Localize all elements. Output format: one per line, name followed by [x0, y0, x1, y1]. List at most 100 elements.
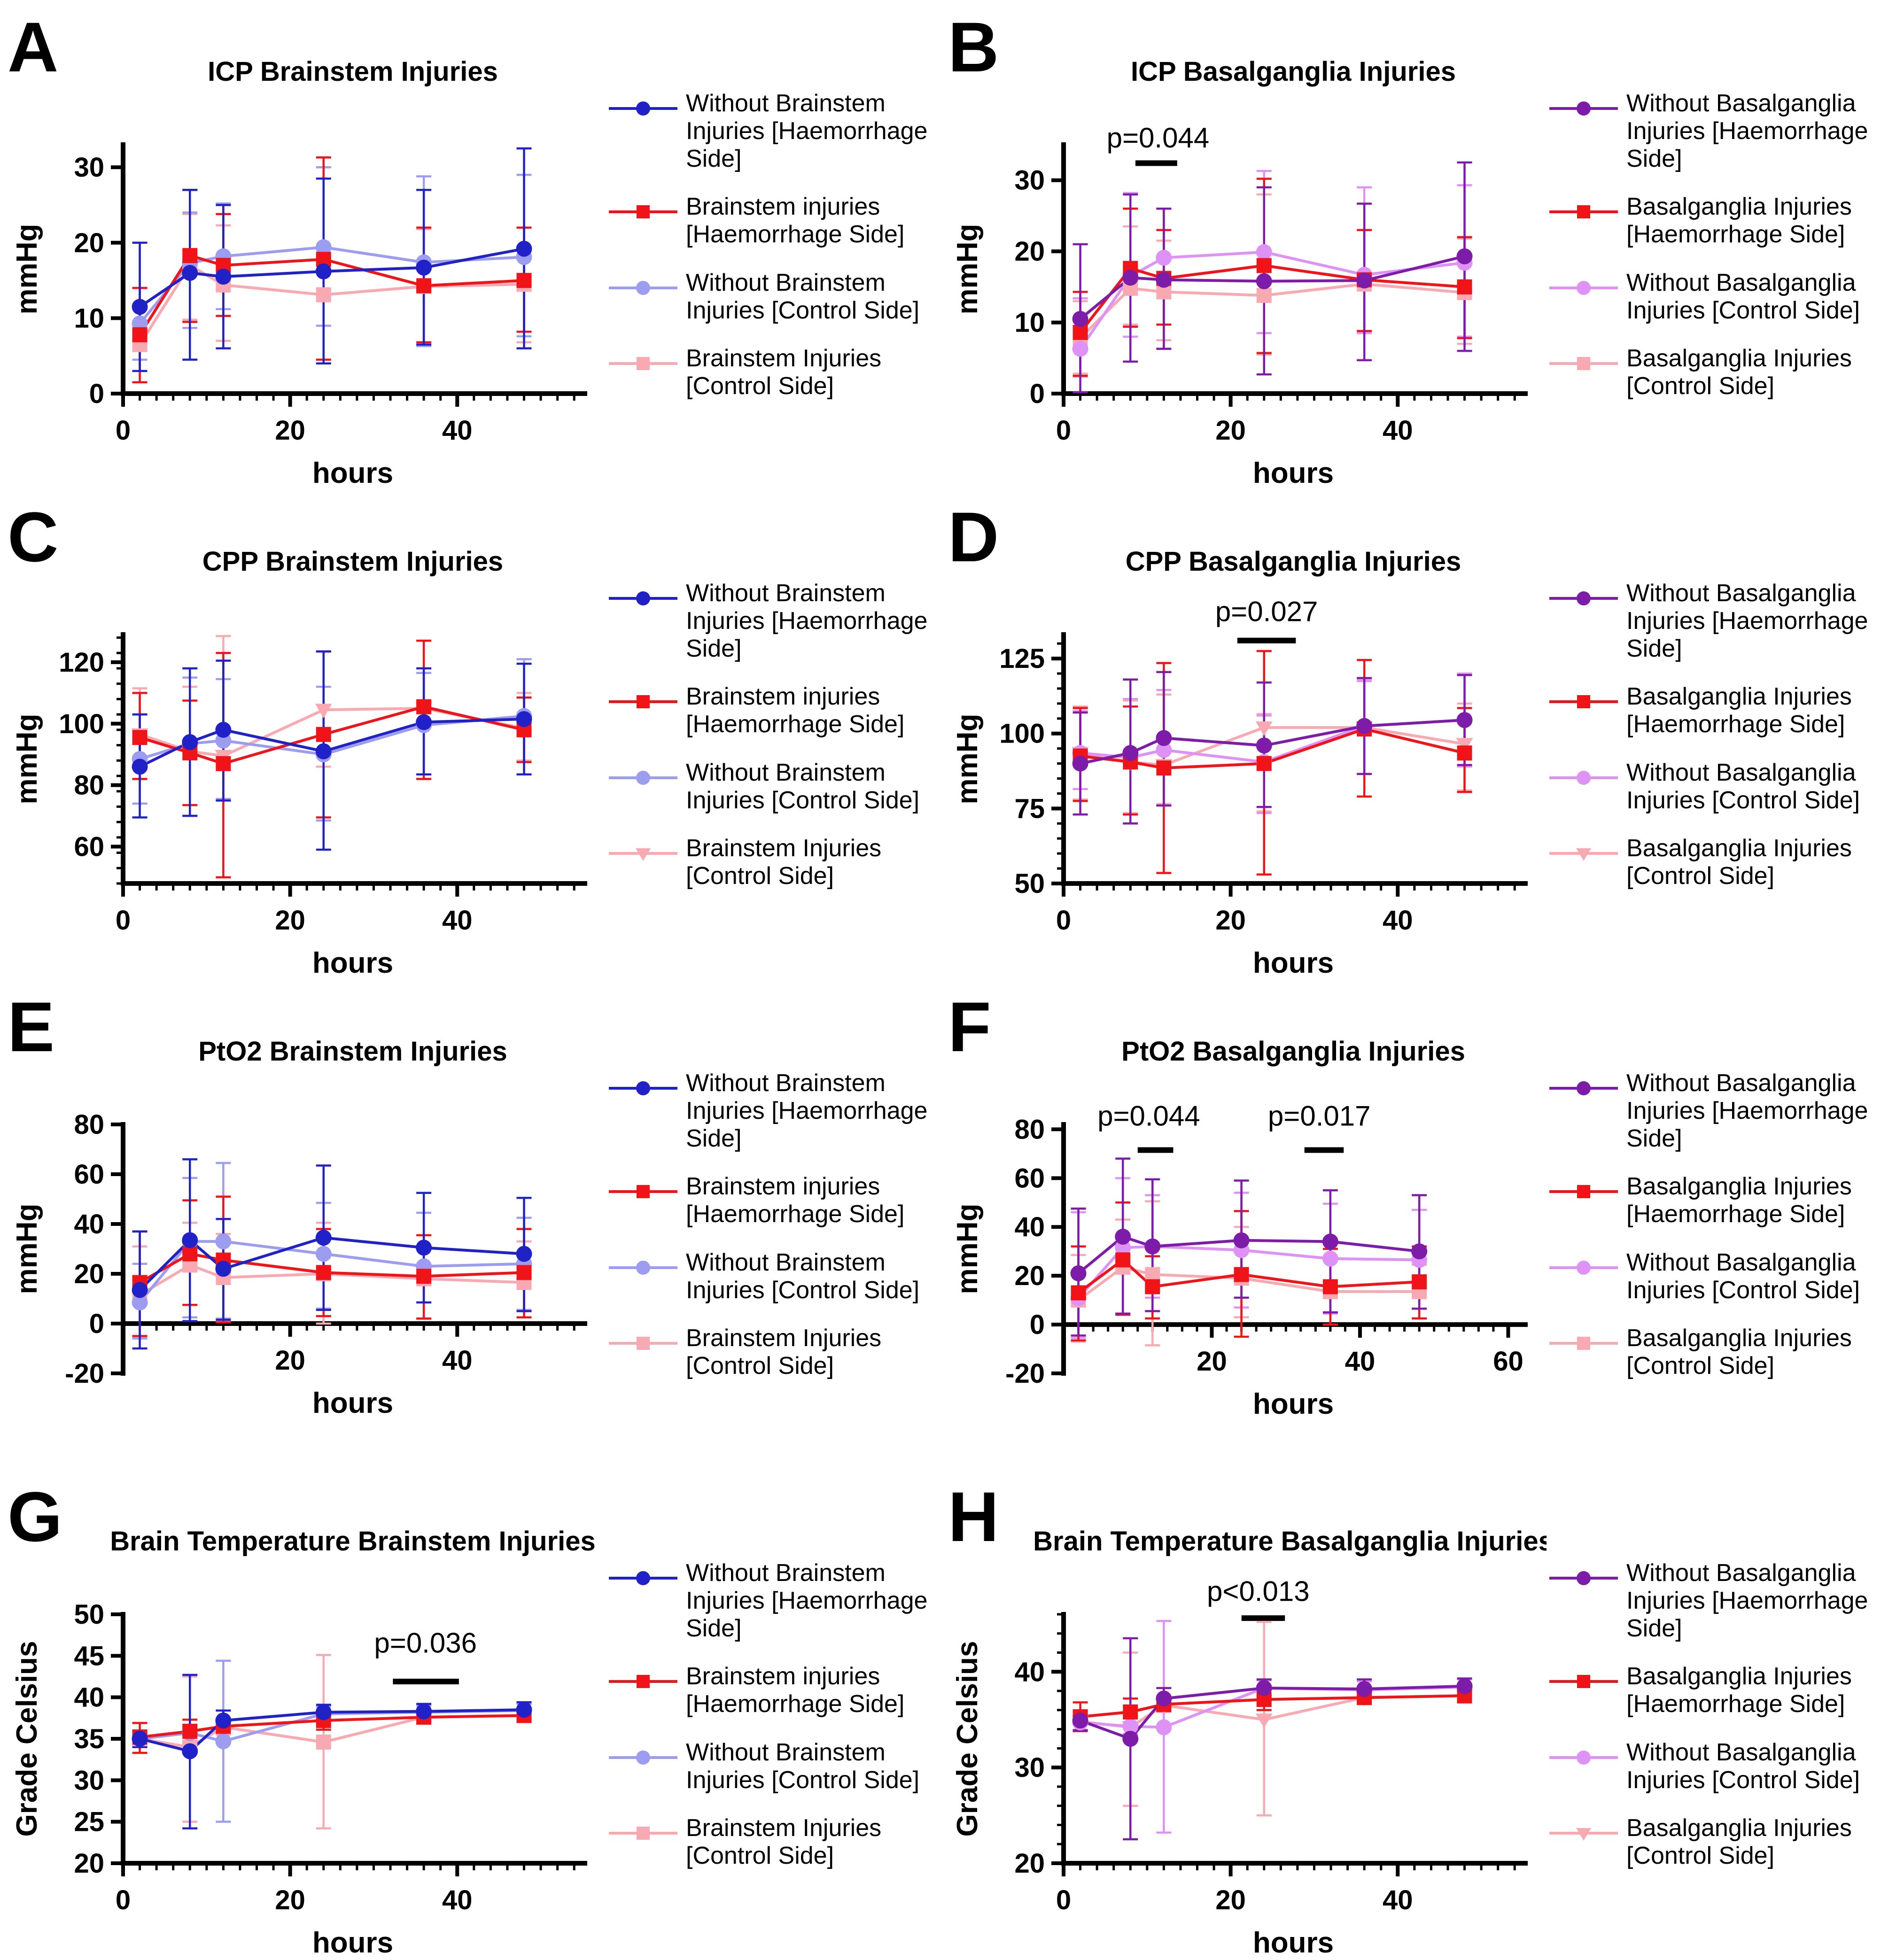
chart-icp-brainstem: A ICP Brainstem Injuries mmHg 0 10 20 30 0 20 40 h…	[8, 8, 587, 489]
panel-letter: D	[948, 497, 999, 576]
square-marker-icon	[1549, 357, 1618, 371]
legend-item-label: Brainstem injuries [Haemorrhage Side]	[686, 193, 905, 248]
y-tick-label: -20	[1005, 1358, 1045, 1389]
panel-A: A ICP Brainstem Injuries mmHg 0 10 20 30 0 20 40 h…	[0, 0, 940, 490]
chart-title: CPP Brainstem Injuries	[202, 546, 503, 577]
data-point-circle	[1577, 280, 1591, 295]
data-point-circle	[1256, 1680, 1272, 1696]
legend-item-label: Without Basalganglia Injuries [Haemorrha…	[1626, 580, 1868, 662]
data-point-circle	[516, 240, 532, 257]
series-markers	[1072, 712, 1473, 772]
data-point-circle	[132, 1731, 148, 1747]
data-point-square	[316, 287, 331, 302]
data-point-square	[1322, 1279, 1338, 1294]
x-tick-label: 40	[442, 1345, 473, 1376]
data-point-circle	[1072, 341, 1088, 357]
data-point-circle	[636, 1260, 650, 1275]
legend-item: Brainstem injuries [Haemorrhage Side]	[608, 1173, 928, 1228]
legend-item-label: Without Basalganglia Injuries [Control S…	[1626, 269, 1860, 324]
legend-item-label: Without Brainstem Injuries [Haemorrhage …	[686, 90, 928, 172]
y-axis-label: mmHg	[951, 714, 984, 805]
square-marker-icon	[609, 1337, 677, 1350]
data-point-square	[416, 1269, 432, 1284]
chart-title: CPP Basalganglia Injuries	[1126, 546, 1461, 577]
circle-marker-icon	[609, 770, 677, 785]
legend-item-label: Without Brainstem Injuries [Control Side…	[686, 1248, 920, 1304]
legend-item-label: Basalganglia Injuries [Haemorrhage Side]	[1626, 683, 1852, 738]
circle-marker-icon	[609, 1750, 677, 1765]
x-tick-label: 0	[116, 415, 131, 446]
series-line	[139, 1252, 524, 1284]
square-marker-icon	[1549, 1337, 1618, 1350]
data-point-square	[316, 1735, 331, 1750]
series-markers	[132, 1230, 532, 1298]
legend-item: Without Basalganglia Injuries [Haemorrha…	[1548, 1069, 1869, 1152]
legend-item: Without Basalganglia Injuries [Haemorrha…	[1548, 90, 1869, 172]
legend-item: Without Brainstem Injuries [Haemorrhage …	[608, 1559, 928, 1642]
panel-letter: A	[8, 8, 58, 86]
legend-item-label: Without Basalganglia Injuries [Haemorrha…	[1626, 90, 1868, 172]
significance-bar	[1237, 637, 1296, 643]
legend-item-label: Without Brainstem Injuries [Haemorrhage …	[686, 1069, 928, 1152]
legend-item: Basalganglia Injuries [Haemorrhage Side]	[1548, 683, 1869, 738]
data-point-square	[1577, 695, 1590, 709]
legend-item: Brainstem Injuries [Control Side]	[608, 1325, 928, 1380]
x-axis-label: hours	[1253, 457, 1334, 489]
circle-marker-icon	[609, 1081, 677, 1096]
legend-item-label: Brainstem injuries [Haemorrhage Side]	[686, 683, 905, 738]
data-point-circle	[416, 1703, 432, 1720]
data-point-square	[637, 1675, 650, 1689]
data-point-circle	[132, 759, 148, 775]
y-tick-label: 60	[1014, 1163, 1045, 1193]
p-value-annotation: p<0.013	[1207, 1575, 1310, 1607]
data-point-square	[182, 248, 198, 263]
data-point-circle	[1070, 1265, 1087, 1281]
data-point-circle	[1356, 718, 1373, 734]
plot-area: 20 30 40 0 20 40 hours p<0.013	[1014, 1575, 1528, 1959]
p-value-annotation: p=0.044	[1097, 1100, 1200, 1132]
data-point-circle	[1156, 1690, 1172, 1707]
data-point-circle	[182, 1232, 198, 1248]
data-point-circle	[315, 743, 332, 759]
legend-item: Without Brainstem Injuries [Haemorrhage …	[608, 1069, 928, 1152]
y-tick-label: 125	[999, 643, 1045, 674]
data-point-circle	[1356, 272, 1373, 289]
x-axis-label: hours	[1253, 1388, 1334, 1420]
data-point-square	[1577, 1337, 1590, 1350]
data-point-circle	[636, 770, 650, 785]
panel-F: F PtO2 Basalganglia Injuries mmHg -20 0 20 40 6…	[940, 980, 1881, 1470]
legend-item: Brainstem injuries [Haemorrhage Side]	[608, 1663, 928, 1718]
data-point-circle	[516, 711, 532, 727]
data-point-square	[316, 727, 331, 742]
data-point-circle	[1322, 1250, 1338, 1267]
legend-item: Basalganglia Injuries [Haemorrhage Side]	[1548, 1663, 1869, 1718]
data-point-square	[416, 699, 432, 714]
data-point-circle	[1115, 1229, 1131, 1245]
y-tick-label: 20	[1014, 236, 1045, 267]
data-point-circle	[1577, 1260, 1591, 1275]
y-tick-label: 20	[1014, 1848, 1045, 1879]
data-point-circle	[1072, 311, 1088, 327]
data-point-circle	[315, 1246, 332, 1262]
y-tick-label: 20	[74, 228, 104, 258]
series-markers	[1071, 1252, 1427, 1301]
legend-item-label: Without Basalganglia Injuries [Control S…	[1626, 1738, 1860, 1794]
y-tick-label: 120	[59, 647, 104, 678]
x-axis-label: hours	[312, 457, 393, 489]
p-value-annotation: p=0.044	[1107, 122, 1210, 154]
data-point-square	[1256, 756, 1272, 771]
y-tick-label: 0	[1030, 379, 1045, 409]
data-point-square	[182, 1724, 198, 1739]
panel-H: H Brain Temperature Basalganglia Injuries…	[940, 1470, 1881, 1960]
data-point-circle	[636, 1571, 650, 1586]
y-tick-label: 10	[74, 303, 104, 333]
panel-B: B ICP Basalganglia Injuries mmHg 0 10 20 30 0 20…	[940, 0, 1881, 490]
legend-item-label: Brainstem Injuries [Control Side]	[686, 835, 882, 890]
x-axis-label: hours	[312, 1387, 393, 1419]
panel-C: C CPP Brainstem Injuries mmHg 60 80 100 120 0 20…	[0, 490, 940, 980]
y-tick-label: 40	[1014, 1657, 1045, 1687]
data-point-circle	[1233, 1232, 1250, 1248]
legend-item: Without Basalganglia Injuries [Control S…	[1548, 759, 1869, 814]
circle-marker-icon	[1549, 280, 1618, 295]
y-tick-label: 45	[74, 1641, 104, 1671]
